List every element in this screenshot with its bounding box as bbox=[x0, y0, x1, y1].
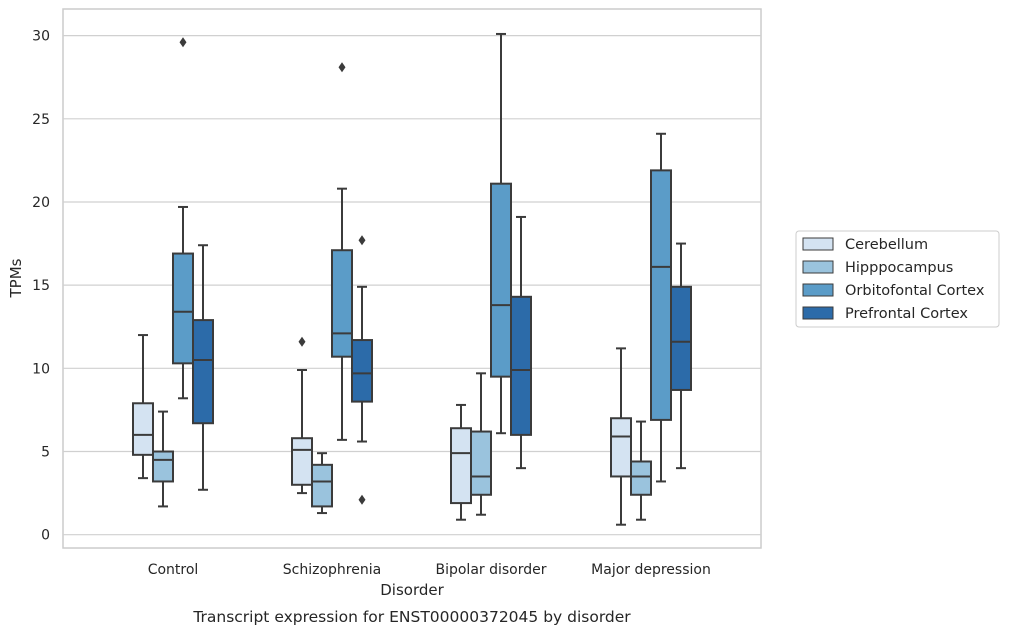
box-3-2 bbox=[510, 215, 532, 470]
x-tick-label-3: Major depression bbox=[591, 562, 711, 578]
legend-label-0: Cerebellum bbox=[845, 237, 928, 253]
box-1-2 bbox=[470, 372, 492, 516]
legend-swatch-3 bbox=[802, 306, 834, 320]
box-iqr bbox=[650, 169, 672, 421]
box-iqr bbox=[610, 417, 632, 478]
y-tick-label-0: 0 bbox=[41, 528, 50, 544]
legend-frame bbox=[795, 230, 1000, 328]
box-0-3 bbox=[610, 347, 632, 526]
box-2-3 bbox=[650, 132, 672, 483]
box-iqr bbox=[331, 249, 353, 358]
box-iqr bbox=[311, 463, 333, 508]
y-tick-label-10: 10 bbox=[32, 361, 50, 377]
y-tick-label-25: 25 bbox=[32, 112, 50, 128]
boxes bbox=[132, 32, 692, 526]
x-axis-label: Disorder bbox=[380, 581, 444, 599]
legend-label-3: Prefrontal Cortex bbox=[845, 306, 968, 322]
box-iqr bbox=[132, 402, 154, 456]
y-tick-label-20: 20 bbox=[32, 195, 50, 211]
box-1-1 bbox=[311, 452, 333, 515]
box-1-0 bbox=[152, 410, 174, 508]
y-tick-label-5: 5 bbox=[41, 445, 50, 461]
legend: Cerebellum Hipppocampus Orbitofontal Corte… bbox=[795, 230, 1000, 328]
outlier-0 bbox=[179, 37, 187, 48]
y-axis-label: TPMs bbox=[7, 258, 25, 298]
box-iqr bbox=[172, 252, 194, 365]
outlier-0 bbox=[358, 235, 366, 246]
box-2-2 bbox=[490, 32, 512, 435]
box-iqr bbox=[490, 182, 512, 378]
legend-label-2: Orbitofontal Cortex bbox=[845, 283, 985, 299]
outlier-1 bbox=[358, 494, 366, 505]
legend-label-1: Hipppocampus bbox=[845, 260, 953, 276]
box-iqr bbox=[470, 430, 492, 496]
y-tick-label-15: 15 bbox=[32, 278, 50, 294]
x-tick-labels: Control Schizophrenia Bipolar disorder Majo… bbox=[148, 562, 711, 578]
legend-swatch-1 bbox=[802, 260, 834, 274]
box-1-3 bbox=[630, 420, 652, 521]
box-2-0 bbox=[172, 37, 194, 400]
box-3-0 bbox=[192, 244, 214, 491]
y-tick-label-30: 30 bbox=[32, 29, 50, 45]
box-iqr bbox=[670, 285, 692, 391]
box-iqr bbox=[351, 339, 373, 403]
box-iqr bbox=[192, 319, 214, 425]
chart-caption: Transcript expression for ENST0000037204… bbox=[192, 608, 631, 626]
outlier-0 bbox=[298, 336, 306, 347]
box-iqr bbox=[291, 437, 313, 486]
outlier-0 bbox=[338, 62, 346, 73]
box-0-0 bbox=[132, 334, 154, 480]
box-3-3 bbox=[670, 242, 692, 470]
x-tick-label-0: Control bbox=[148, 562, 199, 578]
box-0-1 bbox=[291, 336, 313, 495]
x-tick-label-1: Schizophrenia bbox=[283, 562, 381, 578]
y-tick-labels: 0 5 10 15 20 25 30 bbox=[32, 29, 50, 544]
box-iqr bbox=[450, 427, 472, 505]
box-2-1 bbox=[331, 62, 353, 441]
box-3-1 bbox=[351, 235, 373, 505]
box-iqr bbox=[510, 295, 532, 436]
legend-swatch-2 bbox=[802, 283, 834, 297]
box-iqr bbox=[152, 450, 174, 483]
legend-swatch-0 bbox=[802, 237, 834, 251]
box-0-2 bbox=[450, 403, 472, 521]
x-tick-label-2: Bipolar disorder bbox=[435, 562, 546, 578]
box-iqr bbox=[630, 460, 652, 496]
gridlines bbox=[63, 35, 761, 536]
